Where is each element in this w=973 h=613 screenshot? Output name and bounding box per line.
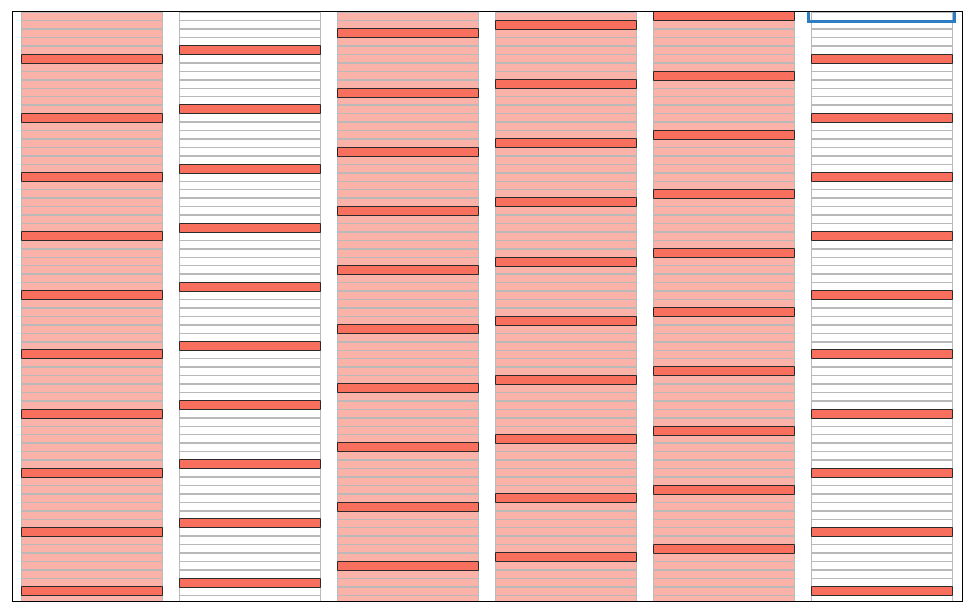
grid-cell-marked[interactable]: [811, 172, 953, 182]
grid-column: [179, 12, 321, 601]
grid-cell-marked[interactable]: [179, 518, 321, 529]
grid-cell-marked[interactable]: [337, 87, 479, 98]
grid-cell-marked[interactable]: [811, 112, 953, 123]
grid-cell-marked[interactable]: [179, 281, 321, 292]
grid-cell-marked[interactable]: [337, 205, 479, 216]
grid-cell-marked[interactable]: [495, 315, 637, 326]
grid-cell-marked[interactable]: [337, 264, 479, 275]
grid-cell-marked[interactable]: [811, 586, 953, 597]
grid-cell[interactable]: [653, 595, 795, 601]
grid-cell-marked[interactable]: [811, 467, 953, 478]
grid-cell[interactable]: [21, 595, 163, 601]
grid-cell-marked[interactable]: [495, 197, 637, 208]
grid-cell[interactable]: [811, 595, 953, 601]
grid-cell-marked[interactable]: [179, 341, 321, 351]
grid-cell-marked[interactable]: [653, 484, 795, 495]
grid-cell-marked[interactable]: [495, 374, 637, 385]
grid-cell-marked[interactable]: [179, 400, 321, 411]
grid-cell-marked[interactable]: [337, 28, 479, 39]
grid-cell-marked[interactable]: [495, 552, 637, 563]
grid-cell-marked[interactable]: [179, 577, 321, 588]
grid-cell-marked[interactable]: [21, 526, 163, 537]
grid-cell-marked[interactable]: [653, 188, 795, 199]
grid-cell-marked[interactable]: [179, 45, 321, 56]
grid-cell-marked[interactable]: [811, 53, 953, 64]
grid-cell-marked[interactable]: [21, 586, 163, 597]
grid-cell-marked[interactable]: [21, 172, 163, 182]
grid-cell-marked[interactable]: [653, 12, 795, 22]
grid-column: [337, 12, 479, 601]
grid-cell-marked[interactable]: [811, 526, 953, 537]
grid-cell-marked[interactable]: [495, 433, 637, 444]
grid-cell-marked[interactable]: [337, 146, 479, 157]
selection-cursor[interactable]: [807, 12, 956, 23]
grid-cell-marked[interactable]: [811, 290, 953, 301]
grid-cell-marked[interactable]: [21, 349, 163, 360]
grid-cell-marked[interactable]: [21, 112, 163, 123]
grid-cell-marked[interactable]: [495, 79, 637, 90]
grid-cell-marked[interactable]: [811, 349, 953, 360]
grid-cell-marked[interactable]: [179, 163, 321, 174]
grid-cell[interactable]: [337, 595, 479, 601]
grid-cell[interactable]: [495, 595, 637, 601]
grid-cell-marked[interactable]: [337, 383, 479, 394]
grid-cell-marked[interactable]: [653, 129, 795, 140]
grid-cell-marked[interactable]: [179, 104, 321, 115]
grid-cell-marked[interactable]: [495, 493, 637, 504]
grid-cell-marked[interactable]: [495, 256, 637, 267]
grid-cell-marked[interactable]: [653, 307, 795, 318]
grid-column: [811, 12, 953, 601]
grid-cell-marked[interactable]: [653, 366, 795, 377]
grid-cell-marked[interactable]: [21, 231, 163, 242]
grid-column: [653, 12, 795, 601]
grid-cell-marked[interactable]: [495, 138, 637, 149]
grid-cell[interactable]: [179, 595, 321, 601]
grid-cell-marked[interactable]: [653, 543, 795, 554]
grid-cell-marked[interactable]: [495, 19, 637, 30]
grid-cell-marked[interactable]: [21, 290, 163, 301]
grid-cell-marked[interactable]: [21, 408, 163, 419]
grid-cell-marked[interactable]: [811, 231, 953, 242]
grid-cell-marked[interactable]: [337, 501, 479, 512]
grid-cell-marked[interactable]: [337, 560, 479, 571]
grid-column: [21, 12, 163, 601]
grid-cell-marked[interactable]: [179, 222, 321, 233]
grid-column: [495, 12, 637, 601]
grid-cell-marked[interactable]: [811, 408, 953, 419]
grid-cell-marked[interactable]: [21, 467, 163, 478]
grid-cell-marked[interactable]: [179, 459, 321, 470]
grid-cell-marked[interactable]: [653, 248, 795, 259]
grid-board: [12, 11, 963, 602]
grid-cell-marked[interactable]: [337, 442, 479, 453]
grid-cell-marked[interactable]: [653, 425, 795, 436]
grid-cell-marked[interactable]: [21, 53, 163, 64]
grid-cell-marked[interactable]: [653, 70, 795, 81]
grid-cell-marked[interactable]: [337, 324, 479, 335]
